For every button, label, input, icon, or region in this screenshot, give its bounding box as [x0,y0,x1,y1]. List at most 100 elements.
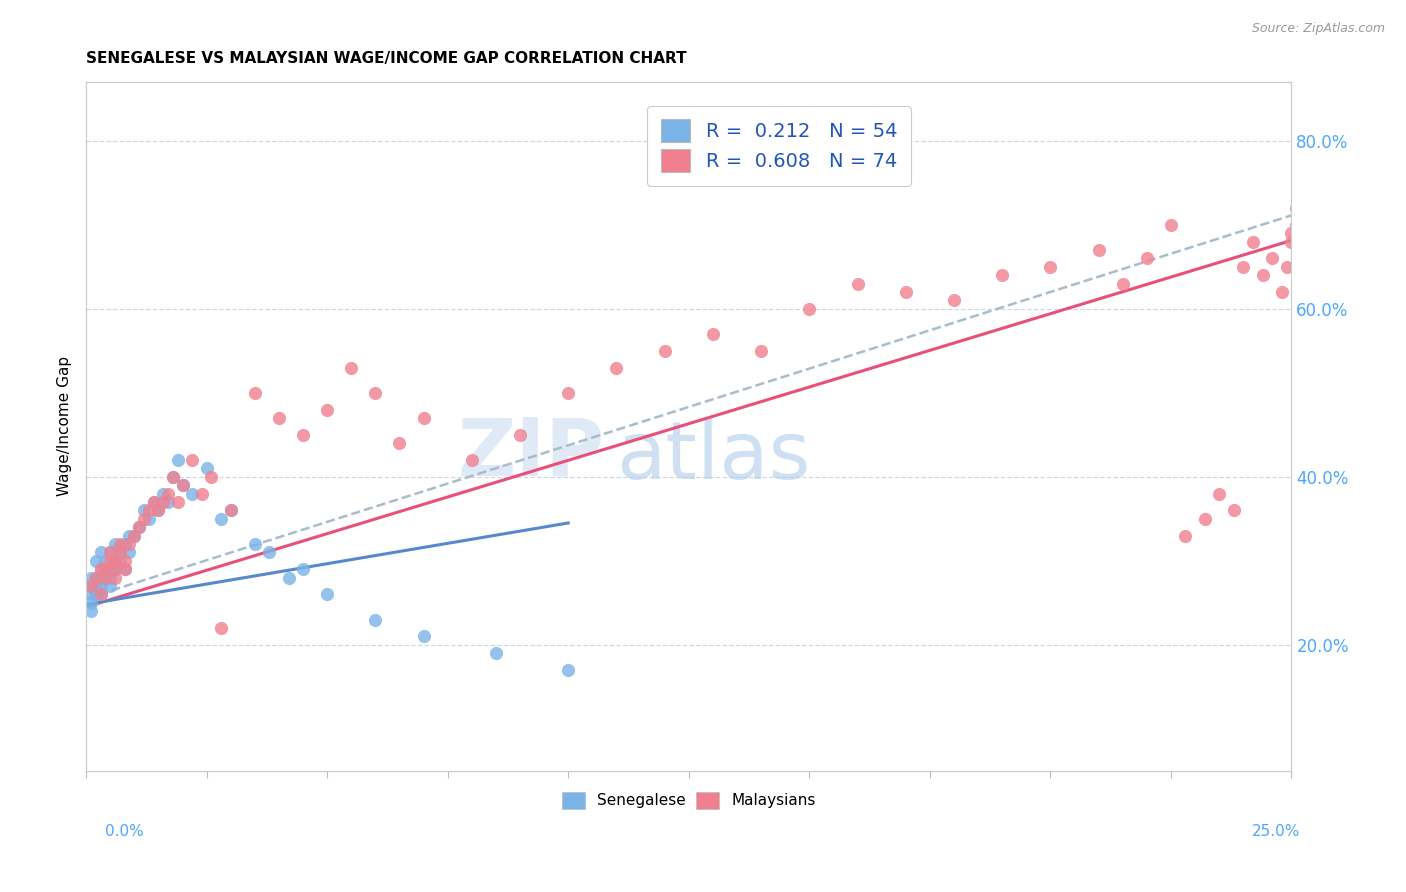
Point [157,486,180,500]
Point [1289,193,1312,207]
Point [124,528,146,542]
Point [84,579,107,593]
Point [1087,243,1109,257]
Point [80,596,103,610]
Point [166,495,188,509]
Point [1160,218,1182,232]
Point [94,570,117,584]
Point [292,562,315,576]
Point [132,503,155,517]
Point [749,343,772,358]
Point [90,587,112,601]
Point [108,554,131,568]
Point [80,579,103,593]
Point [846,277,869,291]
Point [98,562,121,576]
Point [104,562,127,576]
Point [364,613,387,627]
Point [80,570,103,584]
Point [557,385,579,400]
Point [80,604,103,618]
Point [364,385,387,400]
Point [94,562,117,576]
Point [485,646,508,660]
Point [1281,235,1303,249]
Point [118,545,141,559]
Point [702,326,724,341]
Point [1241,235,1264,249]
Point [1208,486,1230,500]
Point [412,411,434,425]
Point [461,453,484,467]
Point [118,537,141,551]
Point [412,629,434,643]
Point [942,293,965,308]
Point [509,427,531,442]
Point [90,545,112,559]
Point [316,587,339,601]
Point [80,587,103,601]
Point [104,554,127,568]
Point [114,554,136,568]
Point [104,554,127,568]
Point [84,554,107,568]
Point [219,503,242,517]
Point [98,554,121,568]
Point [128,520,150,534]
Point [292,427,315,442]
Point [128,520,150,534]
Point [166,453,188,467]
Point [1281,227,1303,241]
Point [605,360,627,375]
Point [118,528,141,542]
Point [80,579,103,593]
Point [209,512,232,526]
Point [98,570,121,584]
Point [191,486,214,500]
Point [108,545,131,559]
Text: ZIP: ZIP [457,415,605,493]
Point [94,570,117,584]
Point [1289,176,1312,190]
Point [138,503,160,517]
Point [1136,252,1159,266]
Point [94,562,117,576]
Point [172,478,194,492]
Point [114,537,136,551]
Point [162,470,184,484]
Point [1222,503,1244,517]
Point [243,385,266,400]
Point [152,486,174,500]
Point [1174,528,1197,542]
Point [1039,260,1062,274]
Point [84,587,107,601]
Point [104,570,127,584]
Point [200,470,222,484]
Point [340,360,363,375]
Point [90,587,112,601]
Point [654,343,676,358]
Point [267,411,290,425]
Point [90,562,112,576]
Point [195,461,218,475]
Point [98,579,121,593]
Point [114,562,136,576]
Point [84,570,107,584]
Point [108,537,131,551]
Point [94,554,117,568]
Point [1112,277,1135,291]
Point [148,503,170,517]
Point [243,537,266,551]
Point [104,537,127,551]
Point [991,268,1014,283]
Point [557,663,579,677]
Point [148,503,170,517]
Point [799,301,821,316]
Point [172,478,194,492]
Point [181,486,204,500]
Point [1194,512,1216,526]
Point [84,570,107,584]
Point [98,545,121,559]
Point [142,495,165,509]
Text: SENEGALESE VS MALAYSIAN WAGE/INCOME GAP CORRELATION CHART: SENEGALESE VS MALAYSIAN WAGE/INCOME GAP … [86,51,686,66]
